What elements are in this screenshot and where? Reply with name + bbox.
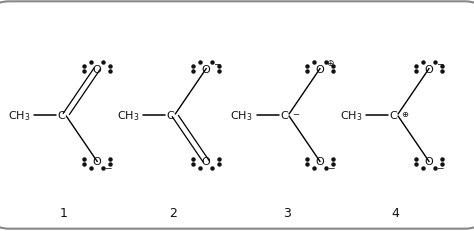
- Text: O: O: [316, 64, 324, 74]
- Text: −: −: [436, 163, 443, 172]
- Text: CH$_3$: CH$_3$: [117, 109, 139, 122]
- Text: −: −: [213, 59, 220, 68]
- Text: 3: 3: [283, 206, 291, 219]
- Text: O: O: [93, 64, 101, 74]
- Text: C: C: [281, 110, 288, 121]
- Text: O: O: [202, 157, 210, 167]
- Text: −: −: [436, 59, 443, 68]
- Text: O: O: [425, 157, 433, 167]
- Text: C: C: [58, 110, 65, 121]
- Text: O: O: [202, 64, 210, 74]
- Text: ⊕: ⊕: [327, 59, 334, 68]
- Text: CH$_3$: CH$_3$: [230, 109, 253, 122]
- Text: −: −: [104, 163, 111, 172]
- Text: ⊕: ⊕: [401, 110, 408, 119]
- Text: −: −: [327, 163, 334, 172]
- Text: C: C: [390, 110, 397, 121]
- Text: CH$_3$: CH$_3$: [339, 109, 362, 122]
- Text: CH$_3$: CH$_3$: [8, 109, 30, 122]
- Text: O: O: [425, 64, 433, 74]
- Text: O: O: [93, 157, 101, 167]
- Text: O: O: [316, 157, 324, 167]
- Text: 4: 4: [392, 206, 400, 219]
- Text: C: C: [167, 110, 174, 121]
- Text: 1: 1: [60, 206, 68, 219]
- Text: 2: 2: [169, 206, 177, 219]
- Text: −: −: [292, 110, 299, 119]
